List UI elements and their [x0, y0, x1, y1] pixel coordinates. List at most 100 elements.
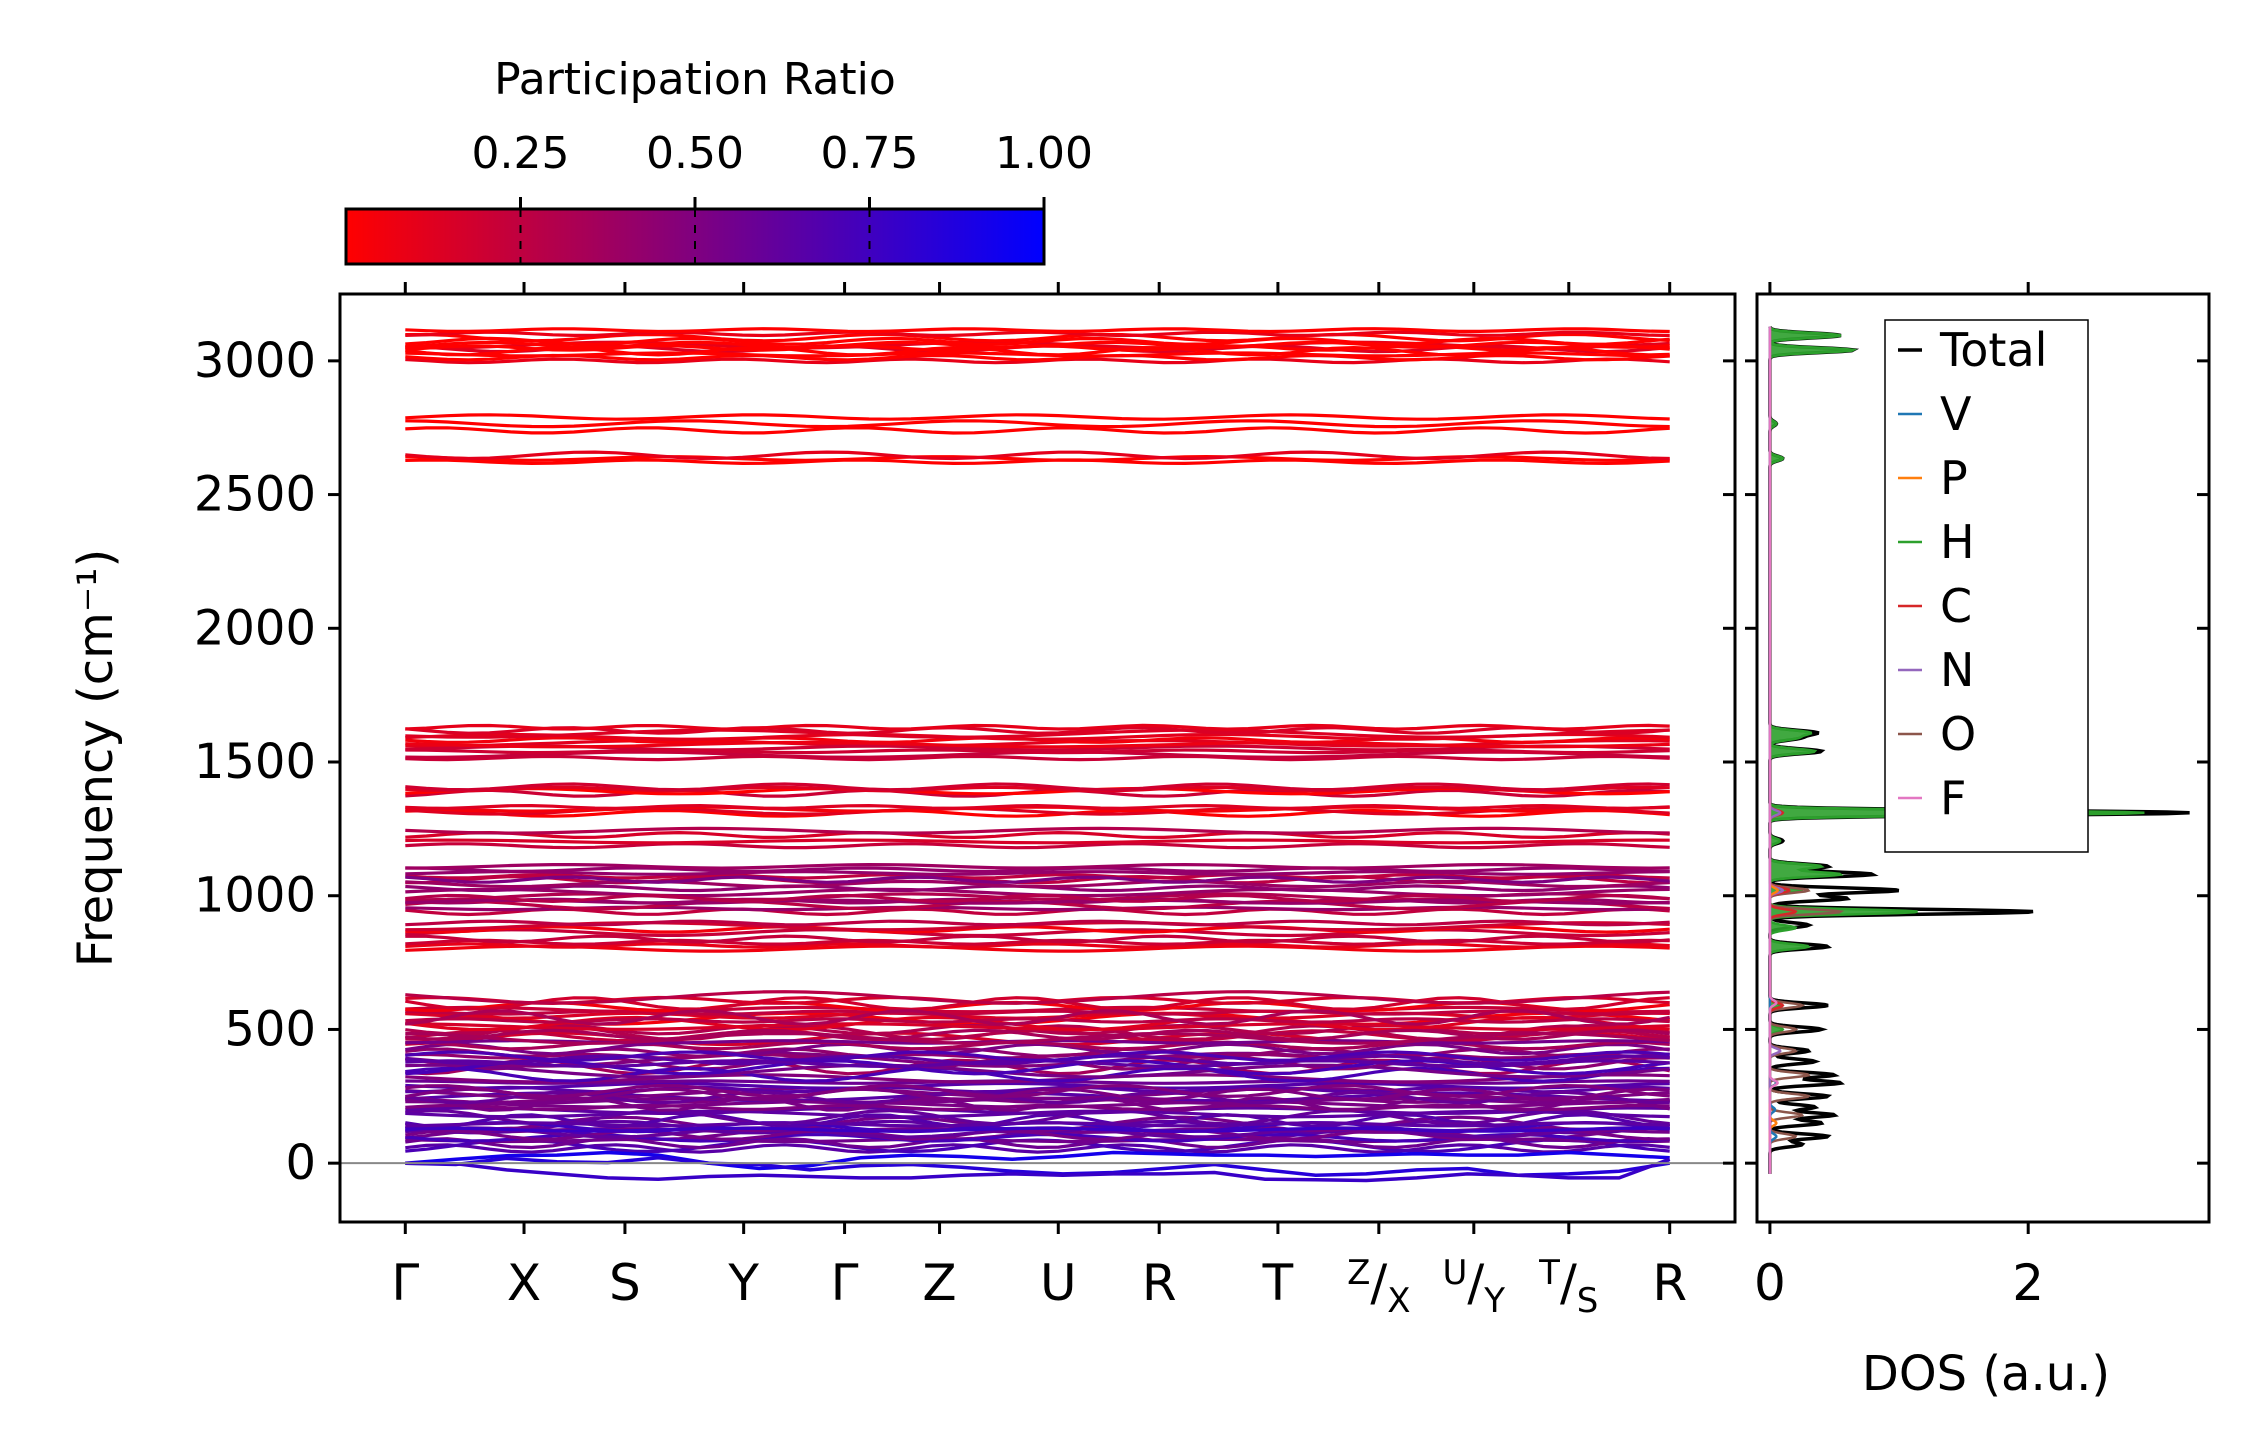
colorbar-body: [344, 207, 1046, 266]
x-tick-label: T: [1262, 1254, 1294, 1312]
band-line: [405, 1106, 1670, 1116]
x-tick-label: X: [507, 1254, 541, 1312]
band-structure-panel: 0 500 1000 1500 2000 2500 3000 Γ X S Y Γ Z U R T Z/X U/Y…: [68, 282, 1737, 1321]
band-line: [405, 1047, 1670, 1058]
band-line: [405, 1121, 1670, 1128]
dos-x-axis-label: DOS (a.u.): [1862, 1346, 2110, 1402]
x-tick-label: Z/X: [1347, 1253, 1410, 1321]
x-tick-label: Y: [727, 1254, 759, 1312]
y-tick-label: 500: [224, 1001, 316, 1057]
legend-label-C: C: [1940, 579, 1972, 633]
acoustic-1-line: [405, 1150, 1670, 1171]
x-tick-label: Γ: [831, 1254, 859, 1312]
colorbar-tick-label: 0.75: [821, 128, 919, 179]
band-line: [405, 785, 1670, 793]
dos-line-F: [1768, 326, 1779, 1174]
band-line: [405, 842, 1670, 850]
band-line: [405, 353, 1670, 362]
band-line: [405, 1083, 1670, 1099]
band-line: [405, 838, 1670, 845]
band-line: [405, 919, 1670, 927]
band-line: [405, 803, 1670, 810]
x-tick-label: Z: [922, 1254, 956, 1312]
band-line: [405, 898, 1670, 905]
band-line: [405, 879, 1670, 889]
band-line: [405, 740, 1670, 749]
band-y-axis-label: Frequency (cm⁻¹): [68, 549, 124, 967]
band-line: [405, 830, 1670, 840]
dos-x-tick-label: 0: [1754, 1254, 1786, 1312]
dos-x-tick-label: 2: [2012, 1254, 2044, 1312]
band-line: [405, 450, 1670, 461]
colorbar-tick-label: 0.50: [646, 128, 744, 179]
band-line: [405, 1031, 1670, 1045]
band-line: [405, 748, 1670, 755]
legend-label-F: F: [1940, 771, 1966, 825]
y-tick-label: 0: [285, 1135, 316, 1191]
band-line: [405, 426, 1670, 435]
band-line: [405, 413, 1670, 421]
band-line: [405, 866, 1670, 873]
band-line: [405, 990, 1670, 1005]
band-line: [405, 1115, 1670, 1133]
x-tick-label: U: [1040, 1254, 1077, 1312]
acoustic-2-line: [405, 1156, 1670, 1177]
legend-label-P: P: [1940, 451, 1968, 505]
x-tick-label: R: [1652, 1254, 1687, 1312]
x-tick-label: R: [1142, 1254, 1177, 1312]
legend-label-V: V: [1940, 387, 1972, 441]
colorbar: Participation Ratio 0.25 0.50 0.75 1.00: [344, 54, 1093, 266]
legend-label-Total: Total: [1939, 323, 2047, 377]
band-line: [405, 907, 1670, 917]
band-line: [405, 944, 1670, 953]
band-line: [405, 942, 1670, 949]
band-line: [405, 826, 1670, 835]
band-line: [405, 723, 1670, 731]
band-line: [405, 875, 1670, 884]
colorbar-ticks: 0.25 0.50 0.75 1.00: [472, 128, 1093, 264]
band-line: [405, 345, 1670, 357]
band-lines: [405, 327, 1671, 1183]
band-line: [405, 928, 1670, 938]
band-line: [405, 1042, 1670, 1056]
band-x-axis: Γ X S Y Γ Z U R T Z/X U/Y T/S R: [391, 282, 1687, 1321]
y-label-text: Frequency (cm⁻¹): [68, 549, 124, 967]
legend-label-O: O: [1940, 707, 1976, 761]
dos-plot-frame: [1755, 292, 2211, 1224]
y-tick-label: 1000: [194, 868, 316, 924]
colorbar-tick-label: 1.00: [995, 128, 1093, 179]
x-tick-label: T/S: [1538, 1253, 1598, 1321]
band-line: [405, 1087, 1670, 1102]
dos-lines: [1768, 326, 2190, 1174]
band-line: [405, 1081, 1670, 1090]
band-line: [405, 1022, 1670, 1031]
y-tick-label: 3000: [194, 333, 316, 389]
x-tick-label: S: [609, 1254, 641, 1312]
band-line: [405, 754, 1670, 762]
band-line: [405, 1005, 1670, 1014]
band-line: [405, 808, 1670, 818]
band-line: [405, 1015, 1670, 1032]
band-y-axis: 0 500 1000 1500 2000 2500 3000: [194, 333, 1735, 1191]
band-line: [405, 728, 1670, 739]
band-line: [405, 1028, 1670, 1041]
legend-frame: [1884, 319, 2089, 853]
band-line: [405, 327, 1670, 334]
band-line: [405, 1096, 1670, 1105]
x-tick-label: Γ: [391, 1254, 419, 1312]
band-line: [405, 1017, 1670, 1024]
acoustic-3-line: [405, 1157, 1671, 1183]
band-line: [405, 893, 1670, 904]
y-tick-label: 2500: [194, 467, 316, 523]
band-line: [405, 782, 1670, 792]
band-plot-frame: [338, 292, 1737, 1224]
colorbar-label: Participation Ratio: [494, 54, 896, 105]
band-line: [405, 862, 1670, 870]
band-line: [405, 934, 1670, 944]
colorbar-tick-label: 0.25: [472, 128, 570, 179]
